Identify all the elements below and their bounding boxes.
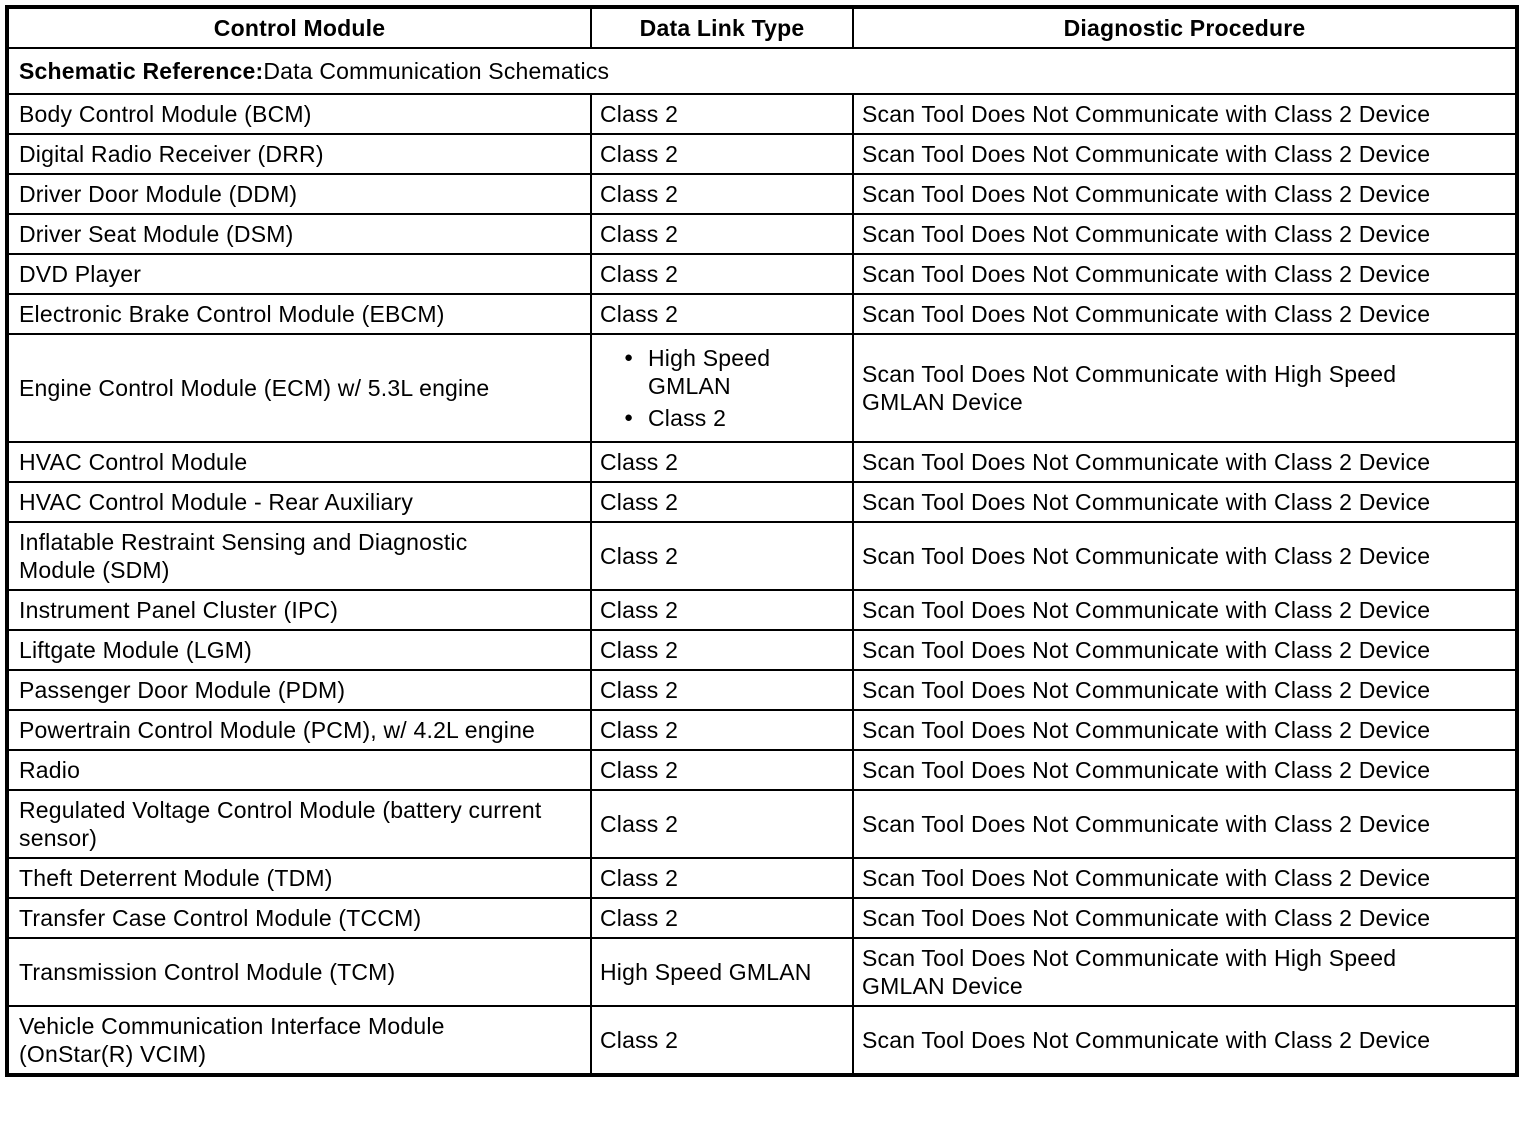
header-diagnostic-procedure: Diagnostic Procedure bbox=[852, 6, 1518, 49]
procedure-cell: Scan Tool Does Not Communicate with Clas… bbox=[852, 253, 1518, 295]
procedure-cell: Scan Tool Does Not Communicate with Clas… bbox=[852, 629, 1518, 671]
data-link-cell: Class 2 bbox=[590, 709, 854, 751]
data-link-cell: Class 2 bbox=[590, 293, 854, 335]
module-cell: Electronic Brake Control Module (EBCM) bbox=[6, 293, 592, 335]
module-cell: Transmission Control Module (TCM) bbox=[6, 937, 592, 1007]
procedure-cell: Scan Tool Does Not Communicate with High… bbox=[852, 937, 1518, 1007]
data-link-cell: Class 2 bbox=[590, 253, 854, 295]
procedure-cell: Scan Tool Does Not Communicate with Clas… bbox=[852, 1005, 1518, 1076]
procedure-cell: Scan Tool Does Not Communicate with Clas… bbox=[852, 293, 1518, 335]
data-link-cell: Class 2 bbox=[590, 481, 854, 523]
data-link-cell: Class 2 bbox=[590, 589, 854, 631]
module-cell: Powertrain Control Module (PCM), w/ 4.2L… bbox=[6, 709, 592, 751]
table-row: Electronic Brake Control Module (EBCM) Cl… bbox=[6, 293, 1518, 335]
data-link-cell: Class 2 bbox=[590, 749, 854, 791]
table-row: DVD Player Class 2 Scan Tool Does Not Comm… bbox=[6, 253, 1518, 295]
procedure-cell: Scan Tool Does Not Communicate with High… bbox=[852, 333, 1518, 443]
bullet-icon: ● bbox=[624, 349, 634, 366]
data-link-bullet-list: ● High Speed GMLAN ● Class 2 bbox=[600, 344, 844, 432]
schematic-reference-value: Data Communication Schematics bbox=[263, 58, 610, 84]
procedure-cell: Scan Tool Does Not Communicate with Clas… bbox=[852, 441, 1518, 483]
procedure-cell: Scan Tool Does Not Communicate with Clas… bbox=[852, 213, 1518, 255]
table-row: Engine Control Module (ECM) w/ 5.3L engi… bbox=[6, 333, 1518, 443]
data-link-cell: Class 2 bbox=[590, 93, 854, 135]
module-cell: Body Control Module (BCM) bbox=[6, 93, 592, 135]
table-row: Liftgate Module (LGM) Class 2 Scan Tool Do… bbox=[6, 629, 1518, 671]
table-row: Theft Deterrent Module (TDM) Class 2 Scan … bbox=[6, 857, 1518, 899]
diagnostic-reference-table: Control Module Data Link Type Diagnostic… bbox=[5, 5, 1519, 1077]
table-row: Body Control Module (BCM) Class 2 Scan Too… bbox=[6, 93, 1518, 135]
table-row: Powertrain Control Module (PCM), w/ 4.2L… bbox=[6, 709, 1518, 751]
table-row: Instrument Panel Cluster (IPC) Class 2 Sca… bbox=[6, 589, 1518, 631]
procedure-cell: Scan Tool Does Not Communicate with Clas… bbox=[852, 857, 1518, 899]
procedure-cell: Scan Tool Does Not Communicate with Clas… bbox=[852, 789, 1518, 859]
table-row: Inflatable Restraint Sensing and Diagnos… bbox=[6, 521, 1518, 591]
data-link-cell: Class 2 bbox=[590, 857, 854, 899]
module-cell: Driver Door Module (DDM) bbox=[6, 173, 592, 215]
data-link-cell: Class 2 bbox=[590, 441, 854, 483]
schematic-reference-cell: Schematic Reference:Data Communication S… bbox=[6, 47, 1518, 95]
data-link-cell: Class 2 bbox=[590, 521, 854, 591]
data-link-cell: Class 2 bbox=[590, 669, 854, 711]
procedure-cell: Scan Tool Does Not Communicate with Clas… bbox=[852, 709, 1518, 751]
data-link-cell: ● High Speed GMLAN ● Class 2 bbox=[590, 333, 854, 443]
procedure-cell: Scan Tool Does Not Communicate with Clas… bbox=[852, 897, 1518, 939]
bullet-icon: ● bbox=[624, 409, 634, 426]
procedure-cell: Scan Tool Does Not Communicate with Clas… bbox=[852, 173, 1518, 215]
schematic-reference-row: Schematic Reference:Data Communication S… bbox=[6, 47, 1518, 95]
header-row: Control Module Data Link Type Diagnostic… bbox=[6, 6, 1518, 49]
data-link-label: Class 2 bbox=[648, 405, 727, 431]
data-link-cell: Class 2 bbox=[590, 789, 854, 859]
module-cell: Inflatable Restraint Sensing and Diagnos… bbox=[6, 521, 592, 591]
procedure-cell: Scan Tool Does Not Communicate with Clas… bbox=[852, 93, 1518, 135]
table-row: Vehicle Communication Interface Module (… bbox=[6, 1005, 1518, 1076]
table-row: HVAC Control Module - Rear Auxiliary Clas… bbox=[6, 481, 1518, 523]
module-cell: Passenger Door Module (PDM) bbox=[6, 669, 592, 711]
table-header: Control Module Data Link Type Diagnostic… bbox=[6, 6, 1518, 49]
data-link-bullet-item: ● Class 2 bbox=[624, 404, 844, 432]
procedure-cell: Scan Tool Does Not Communicate with Clas… bbox=[852, 589, 1518, 631]
module-cell: DVD Player bbox=[6, 253, 592, 295]
header-control-module: Control Module bbox=[6, 6, 592, 49]
module-cell: Transfer Case Control Module (TCCM) bbox=[6, 897, 592, 939]
module-cell: Instrument Panel Cluster (IPC) bbox=[6, 589, 592, 631]
procedure-cell: Scan Tool Does Not Communicate with Clas… bbox=[852, 521, 1518, 591]
table-row: Driver Door Module (DDM) Class 2 Scan Tool… bbox=[6, 173, 1518, 215]
module-cell: Theft Deterrent Module (TDM) bbox=[6, 857, 592, 899]
module-cell: Digital Radio Receiver (DRR) bbox=[6, 133, 592, 175]
procedure-cell: Scan Tool Does Not Communicate with Clas… bbox=[852, 481, 1518, 523]
table-body: Schematic Reference:Data Communication S… bbox=[6, 47, 1518, 1076]
module-cell: Liftgate Module (LGM) bbox=[6, 629, 592, 671]
table-row: Passenger Door Module (PDM) Class 2 Scan T… bbox=[6, 669, 1518, 711]
data-link-cell: Class 2 bbox=[590, 213, 854, 255]
table-row: HVAC Control Module Class 2 Scan Tool Does… bbox=[6, 441, 1518, 483]
module-cell: Regulated Voltage Control Module (batter… bbox=[6, 789, 592, 859]
data-link-cell: High Speed GMLAN bbox=[590, 937, 854, 1007]
table-row: Transfer Case Control Module (TCCM) Class… bbox=[6, 897, 1518, 939]
data-link-cell: Class 2 bbox=[590, 133, 854, 175]
data-link-cell: Class 2 bbox=[590, 897, 854, 939]
schematic-reference-label: Schematic Reference: bbox=[19, 58, 264, 84]
procedure-cell: Scan Tool Does Not Communicate with Clas… bbox=[852, 133, 1518, 175]
data-link-cell: Class 2 bbox=[590, 173, 854, 215]
module-cell: Engine Control Module (ECM) w/ 5.3L engi… bbox=[6, 333, 592, 443]
table-row: Regulated Voltage Control Module (batter… bbox=[6, 789, 1518, 859]
procedure-cell: Scan Tool Does Not Communicate with Clas… bbox=[852, 669, 1518, 711]
header-data-link-type: Data Link Type bbox=[590, 6, 854, 49]
data-link-cell: Class 2 bbox=[590, 1005, 854, 1076]
table-row: Radio Class 2 Scan Tool Does Not Communica… bbox=[6, 749, 1518, 791]
module-cell: Driver Seat Module (DSM) bbox=[6, 213, 592, 255]
module-cell: Vehicle Communication Interface Module (… bbox=[6, 1005, 592, 1076]
table-row: Digital Radio Receiver (DRR) Class 2 Scan … bbox=[6, 133, 1518, 175]
module-cell: HVAC Control Module bbox=[6, 441, 592, 483]
table-row: Transmission Control Module (TCM) High Sp… bbox=[6, 937, 1518, 1007]
data-link-cell: Class 2 bbox=[590, 629, 854, 671]
module-cell: Radio bbox=[6, 749, 592, 791]
module-cell: HVAC Control Module - Rear Auxiliary bbox=[6, 481, 592, 523]
data-link-label: High Speed GMLAN bbox=[648, 345, 771, 399]
table-row: Driver Seat Module (DSM) Class 2 Scan Tool… bbox=[6, 213, 1518, 255]
data-link-bullet-item: ● High Speed GMLAN bbox=[624, 344, 844, 400]
procedure-cell: Scan Tool Does Not Communicate with Clas… bbox=[852, 749, 1518, 791]
